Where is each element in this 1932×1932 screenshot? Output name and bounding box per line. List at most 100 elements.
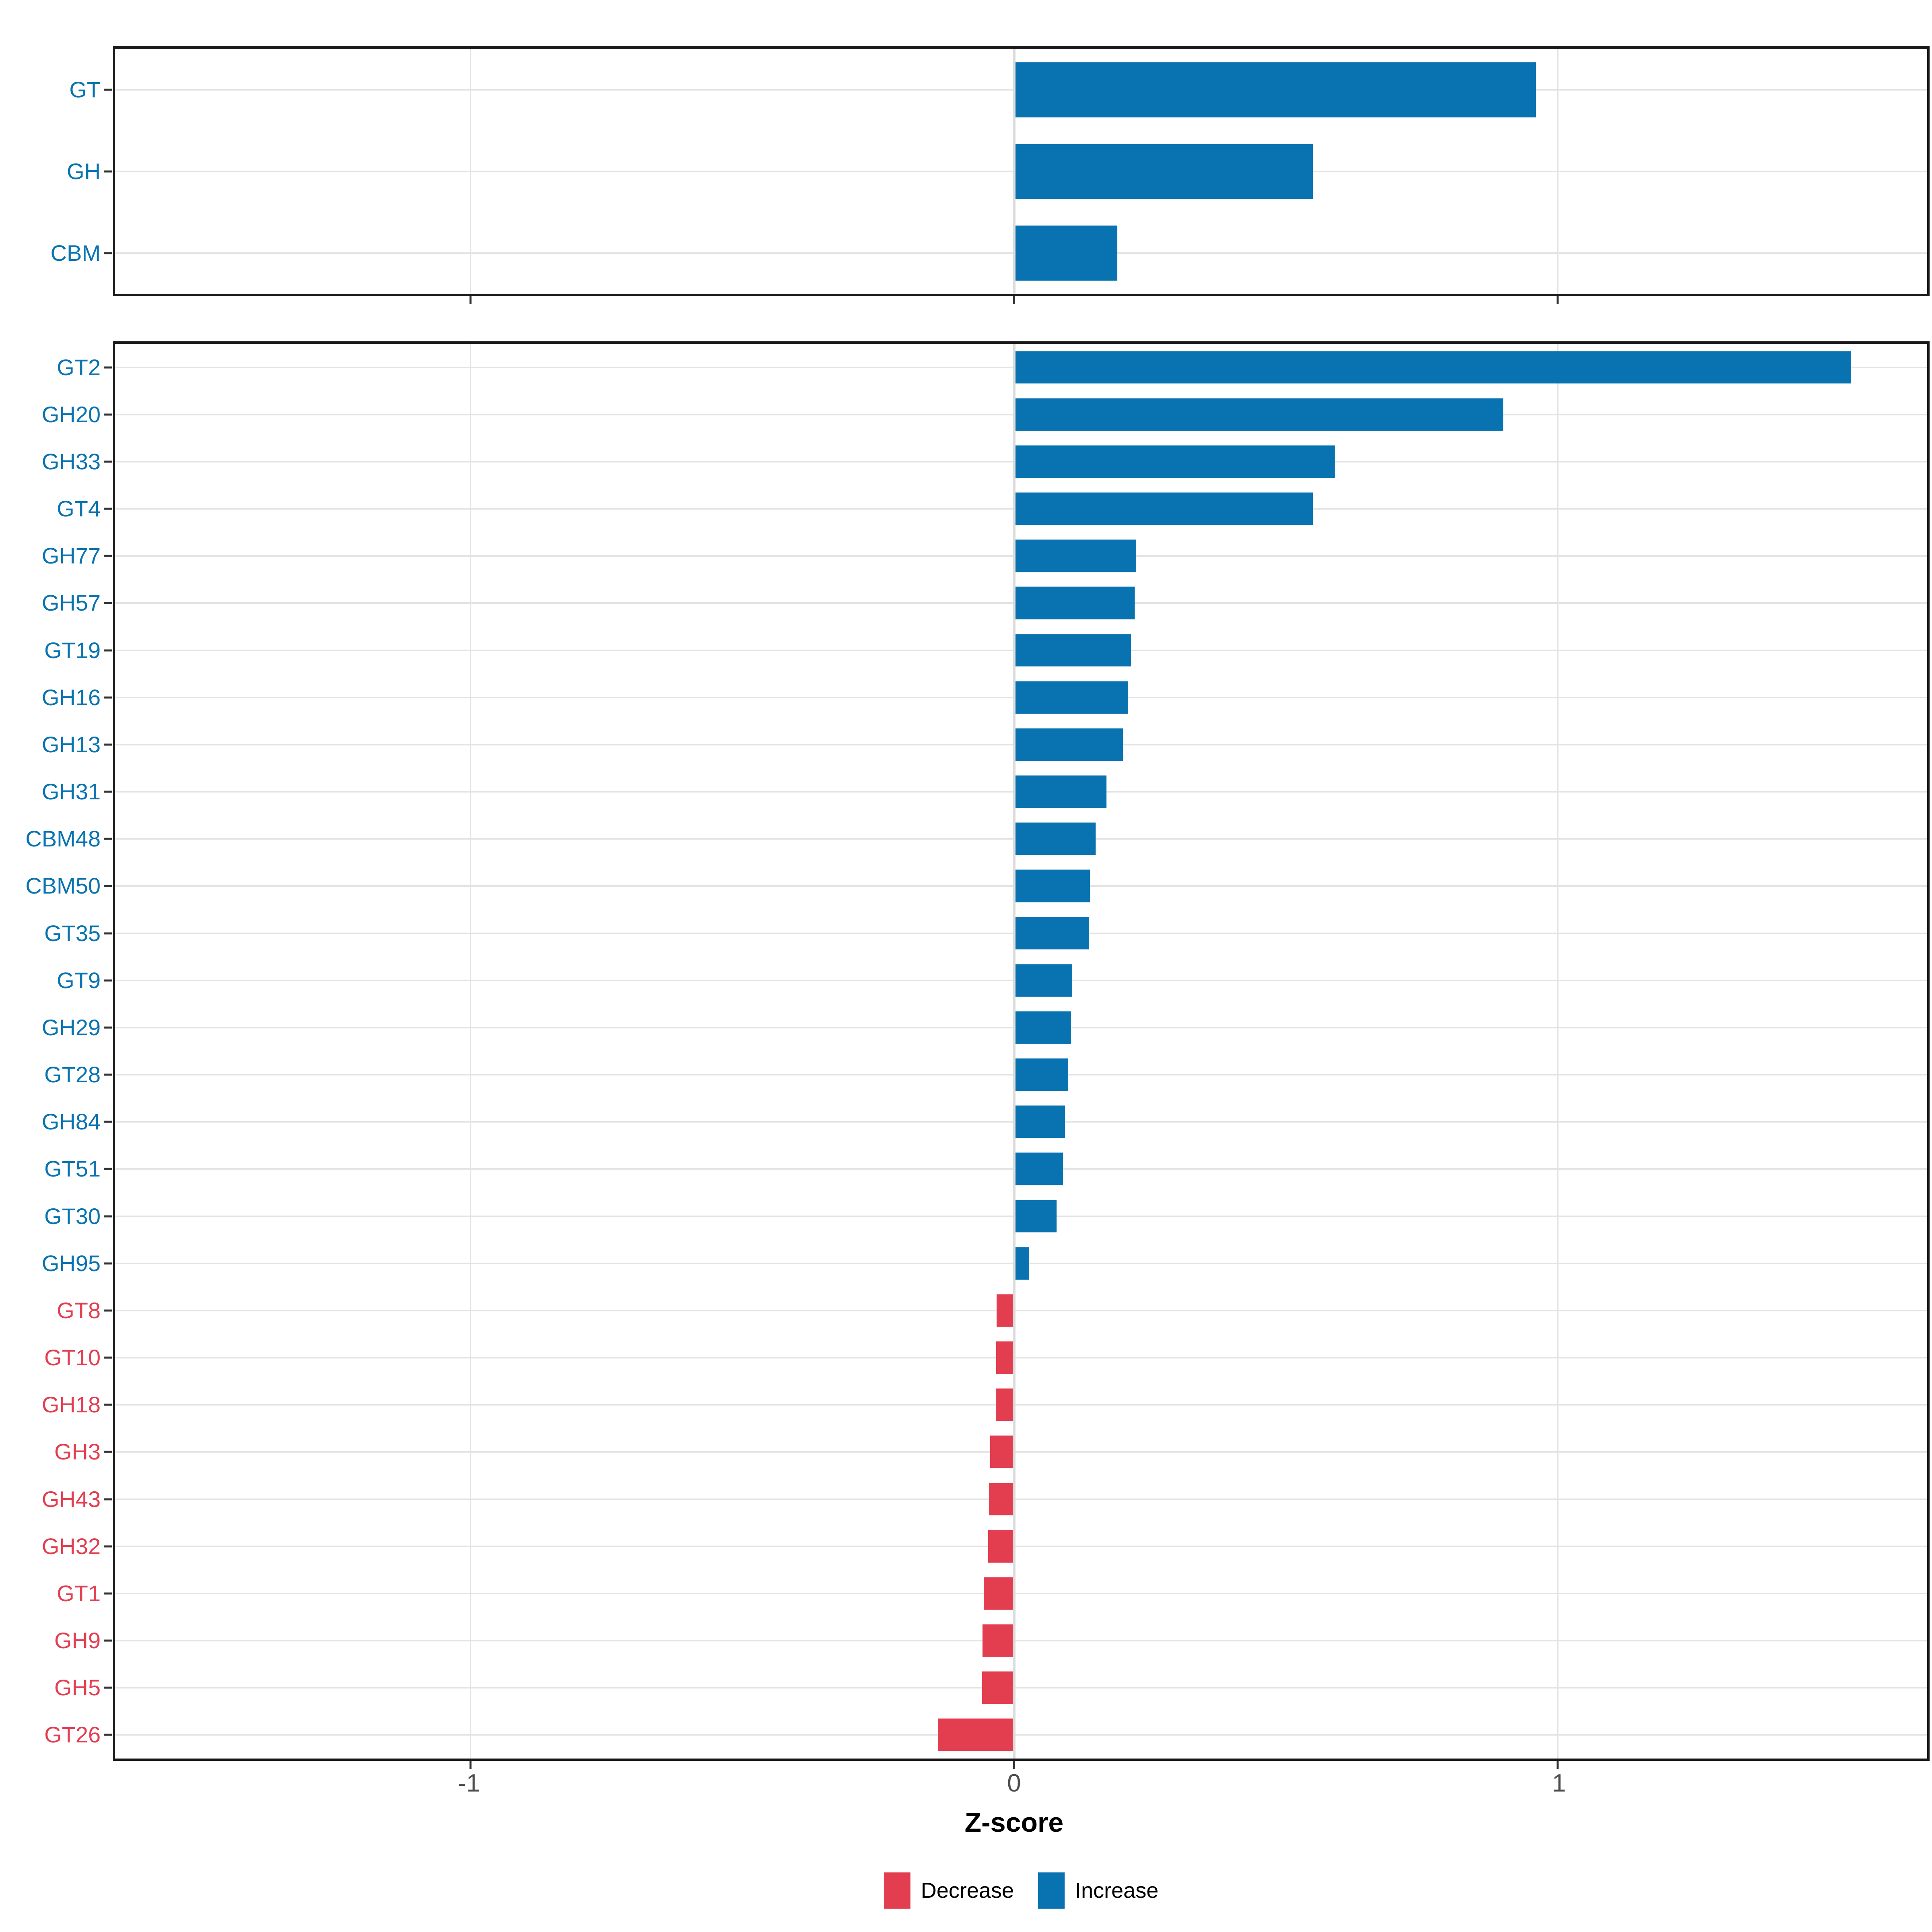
y-axis-tick [104, 366, 112, 369]
y-axis-tick [104, 1498, 112, 1501]
category-label-GT4: GT4 [57, 496, 101, 522]
category-label-GH5: GH5 [54, 1675, 101, 1701]
bar-GH16 [1014, 681, 1128, 714]
row-GH31: GH31 [42, 768, 1927, 815]
bar-CBM48 [1014, 822, 1096, 855]
row-GH95: GH95 [42, 1240, 1927, 1287]
category-label-GH9: GH9 [54, 1628, 101, 1653]
y-axis-tick [104, 696, 112, 699]
bar-GH [1014, 143, 1313, 199]
x-tick-label--1: -1 [458, 1769, 481, 1797]
bar-GT8 [997, 1294, 1014, 1327]
y-axis-tick [104, 1309, 112, 1312]
row-GT30: GT30 [44, 1193, 1927, 1240]
bar-GH43 [989, 1483, 1014, 1515]
row-gridline [115, 1309, 1927, 1311]
y-axis-tick [104, 460, 112, 463]
y-axis-tick [104, 979, 112, 982]
class-panel: GT GH CBM [51, 46, 1930, 304]
category-label-GT26: GT26 [44, 1722, 101, 1748]
row-GH29: GH29 [42, 1004, 1927, 1051]
y-axis-tick [104, 1545, 112, 1548]
bar-CBM50 [1014, 869, 1090, 902]
bar-GT [1014, 62, 1536, 118]
row-gridline [115, 1640, 1927, 1642]
category-label-GT1: GT1 [57, 1580, 101, 1606]
bar-GT10 [996, 1341, 1014, 1374]
family-panel: GT2 GH20 GH33 GT4 GH77 GH57 GT19 GH16 GH13 GH31 CB… [25, 341, 1930, 1769]
y-axis-tick [104, 649, 112, 652]
y-axis-tick [104, 885, 112, 887]
category-label-GT30: GT30 [44, 1203, 101, 1229]
category-label-GT10: GT10 [44, 1345, 101, 1371]
gridline-x1 [1556, 344, 1558, 1759]
category-label-CBM48: CBM48 [25, 826, 101, 852]
bar-GH9 [983, 1624, 1014, 1657]
legend-label-increase: Increase [1075, 1878, 1159, 1903]
bar-GH13 [1014, 728, 1123, 761]
legend: Decrease Increase [113, 1872, 1930, 1909]
category-label-GH32: GH32 [41, 1533, 101, 1559]
y-axis-tick [104, 1451, 112, 1453]
row-GT9: GT9 [57, 957, 1927, 1004]
category-label-GT9: GT9 [57, 967, 101, 993]
row-gridline [115, 1498, 1927, 1500]
x-axis-tick-1 [1556, 1761, 1559, 1769]
x-axis-tick-0 [1013, 1761, 1015, 1769]
category-label-GH13: GH13 [41, 731, 101, 757]
y-axis-tick [104, 932, 112, 935]
gridline-x0 [1012, 344, 1016, 1759]
bar-GT4 [1014, 492, 1313, 525]
bar-GT19 [1014, 634, 1131, 667]
row-GH5: GH5 [54, 1664, 1927, 1711]
bar-GT26 [938, 1718, 1014, 1751]
y-axis-tick [104, 252, 112, 254]
category-label-GH3: GH3 [54, 1439, 101, 1465]
bar-GH5 [982, 1671, 1014, 1704]
y-axis-tick [104, 602, 112, 604]
y-axis-tick [104, 1121, 112, 1123]
bar-GH33 [1014, 445, 1335, 478]
row-GT4: GT4 [57, 485, 1927, 533]
bar-GH57 [1014, 586, 1135, 619]
row-gridline [115, 1687, 1927, 1689]
category-label-GH84: GH84 [41, 1109, 101, 1135]
bar-GT2 [1014, 351, 1851, 384]
bar-GT51 [1014, 1152, 1063, 1185]
y-axis-tick [104, 1404, 112, 1406]
row-GH77: GH77 [42, 533, 1927, 580]
row-GT2: GT2 [57, 344, 1927, 391]
row-GT10: GT10 [44, 1334, 1927, 1381]
category-label-GT: GT [69, 76, 101, 102]
x-axis-tick-1 [1556, 296, 1559, 304]
row-CBM: CBM [51, 212, 1927, 294]
row-GT51: GT51 [44, 1146, 1927, 1193]
y-axis-tick [104, 1592, 112, 1595]
y-axis-tick [104, 1026, 112, 1029]
x-axis-title: Z-score [964, 1807, 1064, 1838]
row-GH9: GH9 [54, 1617, 1927, 1664]
x-axis-tick-0 [1013, 296, 1015, 304]
bar-GH29 [1014, 1011, 1071, 1044]
category-label-GH31: GH31 [41, 779, 101, 805]
row-GH32: GH32 [42, 1523, 1927, 1570]
row-CBM50: CBM50 [25, 863, 1927, 910]
row-GH43: GH43 [42, 1476, 1927, 1523]
bar-GH77 [1014, 539, 1137, 572]
x-axis-tick--1 [469, 296, 472, 304]
category-label-GT8: GT8 [57, 1297, 101, 1323]
row-GT8: GT8 [57, 1287, 1927, 1334]
category-label-GH77: GH77 [41, 543, 101, 569]
y-axis-tick [104, 170, 112, 172]
y-axis-tick [104, 1356, 112, 1359]
y-axis-tick [104, 791, 112, 793]
y-axis-tick [104, 555, 112, 557]
y-axis-tick [104, 1262, 112, 1265]
x-tick-label-0: 0 [1007, 1769, 1021, 1797]
row-GH84: GH84 [42, 1098, 1927, 1146]
y-axis-tick [104, 1734, 112, 1736]
row-CBM48: CBM48 [25, 815, 1927, 863]
y-axis-tick [104, 413, 112, 416]
bar-GT9 [1014, 964, 1072, 997]
row-GH33: GH33 [42, 438, 1927, 485]
